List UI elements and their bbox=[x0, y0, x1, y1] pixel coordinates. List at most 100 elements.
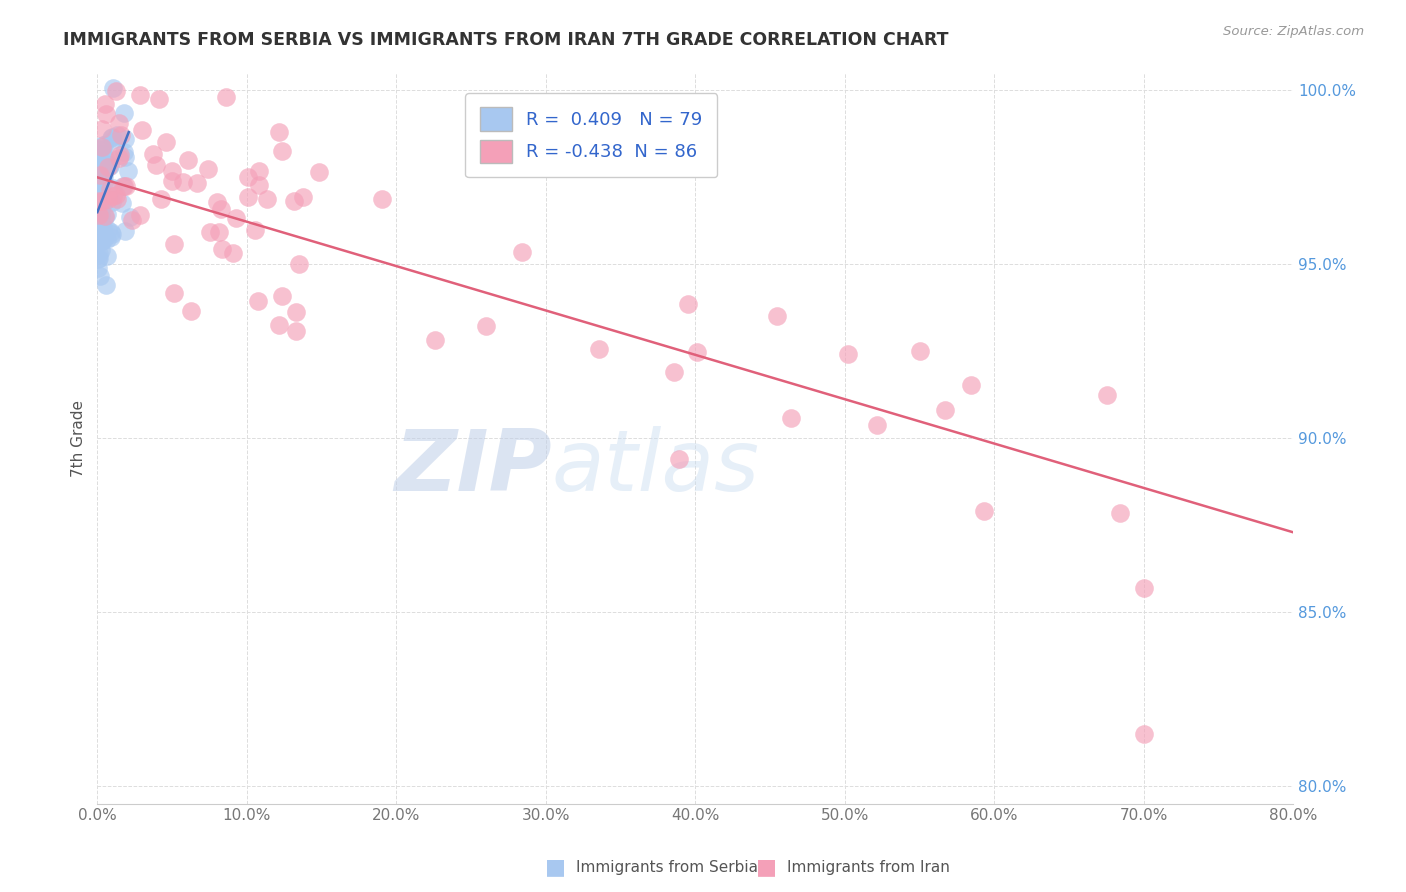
Point bbox=[87, 164, 110, 178]
Point bbox=[208, 225, 231, 239]
Point bbox=[87, 147, 110, 161]
Point bbox=[371, 192, 394, 206]
Point bbox=[148, 92, 170, 106]
Point bbox=[87, 214, 110, 228]
Point bbox=[87, 219, 110, 233]
Text: Source: ZipAtlas.com: Source: ZipAtlas.com bbox=[1223, 25, 1364, 38]
Point bbox=[87, 194, 110, 208]
Point bbox=[238, 169, 260, 184]
Point bbox=[89, 233, 111, 247]
Point bbox=[89, 190, 111, 204]
Point bbox=[780, 411, 803, 425]
Point bbox=[215, 89, 238, 103]
Point bbox=[766, 310, 789, 324]
Point bbox=[96, 249, 118, 263]
Point bbox=[97, 160, 120, 174]
Point bbox=[100, 131, 122, 145]
Point bbox=[89, 269, 111, 284]
Point bbox=[93, 195, 115, 210]
Point bbox=[686, 344, 709, 359]
Point bbox=[87, 198, 110, 212]
Point bbox=[90, 170, 112, 185]
Point bbox=[87, 178, 110, 192]
Point bbox=[238, 190, 260, 204]
Point bbox=[90, 181, 112, 195]
Point bbox=[256, 192, 278, 206]
Point bbox=[87, 247, 110, 261]
Point bbox=[100, 226, 122, 240]
Point bbox=[149, 192, 172, 206]
Text: ■: ■ bbox=[546, 857, 565, 877]
Point bbox=[510, 245, 533, 260]
Point bbox=[837, 347, 859, 361]
Point bbox=[197, 162, 219, 177]
Point bbox=[94, 151, 117, 165]
Point bbox=[87, 150, 110, 164]
Point bbox=[129, 88, 152, 103]
Point bbox=[198, 225, 221, 239]
Y-axis label: 7th Grade: 7th Grade bbox=[72, 400, 86, 477]
Point bbox=[101, 81, 124, 95]
Point bbox=[87, 151, 110, 165]
Point bbox=[90, 139, 112, 153]
Point bbox=[91, 220, 114, 235]
Point bbox=[112, 106, 135, 120]
Point bbox=[107, 116, 129, 130]
Point bbox=[90, 206, 112, 220]
Point bbox=[283, 194, 305, 208]
Point bbox=[287, 257, 309, 271]
Point bbox=[89, 181, 111, 195]
Point bbox=[284, 324, 307, 338]
Point bbox=[94, 106, 117, 120]
Point bbox=[284, 305, 307, 319]
Point bbox=[960, 378, 983, 392]
Point bbox=[96, 232, 118, 246]
Point bbox=[91, 161, 114, 175]
Point bbox=[270, 144, 292, 158]
Point bbox=[131, 123, 153, 137]
Point bbox=[186, 176, 208, 190]
Point bbox=[90, 197, 112, 211]
Point bbox=[90, 234, 112, 248]
Point bbox=[934, 403, 956, 417]
Point bbox=[87, 201, 110, 215]
Point bbox=[87, 142, 110, 156]
Point bbox=[94, 209, 117, 223]
Point bbox=[91, 229, 114, 244]
Point bbox=[111, 179, 134, 194]
Point bbox=[87, 251, 110, 265]
Point bbox=[115, 179, 138, 194]
Point bbox=[87, 161, 110, 176]
Point bbox=[98, 182, 121, 196]
Text: IMMIGRANTS FROM SERBIA VS IMMIGRANTS FROM IRAN 7TH GRADE CORRELATION CHART: IMMIGRANTS FROM SERBIA VS IMMIGRANTS FRO… bbox=[63, 31, 949, 49]
Point bbox=[101, 130, 124, 145]
Point bbox=[87, 233, 110, 247]
Point bbox=[267, 318, 290, 332]
Text: atlas: atlas bbox=[551, 426, 759, 509]
Point bbox=[107, 151, 129, 165]
Point bbox=[172, 175, 194, 189]
Point bbox=[100, 230, 122, 244]
Point bbox=[87, 194, 110, 208]
Point bbox=[90, 194, 112, 208]
Point bbox=[162, 286, 184, 301]
Point bbox=[105, 192, 128, 206]
Point bbox=[90, 214, 112, 228]
Point bbox=[97, 223, 120, 237]
Point bbox=[101, 133, 124, 147]
Point bbox=[209, 202, 232, 217]
Point bbox=[662, 365, 685, 379]
Point bbox=[114, 224, 136, 238]
Point bbox=[101, 181, 124, 195]
Point bbox=[155, 135, 177, 149]
Point bbox=[222, 246, 245, 260]
Point bbox=[180, 304, 202, 318]
Point bbox=[269, 124, 291, 138]
Point bbox=[1109, 507, 1132, 521]
Point bbox=[98, 160, 121, 174]
Point bbox=[121, 212, 143, 227]
Point bbox=[96, 207, 118, 221]
Point bbox=[270, 289, 292, 303]
Point bbox=[866, 417, 889, 432]
Point bbox=[160, 164, 183, 178]
